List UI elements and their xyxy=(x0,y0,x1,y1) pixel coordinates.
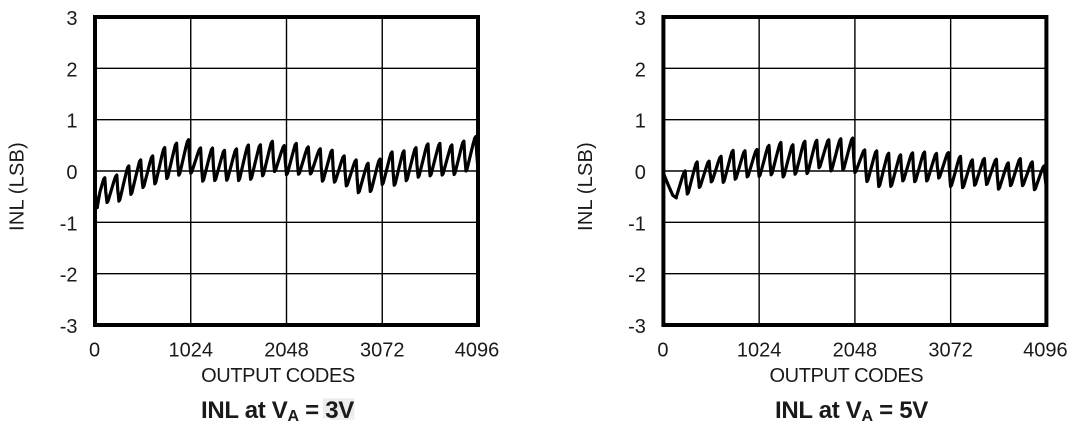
svg-text:3072: 3072 xyxy=(928,340,973,362)
svg-text:1: 1 xyxy=(635,111,646,133)
svg-text:INL (LSB): INL (LSB) xyxy=(575,142,597,231)
svg-text:3: 3 xyxy=(66,8,77,30)
svg-text:-1: -1 xyxy=(60,213,78,235)
svg-text:3: 3 xyxy=(635,8,646,30)
svg-text:0: 0 xyxy=(635,162,646,184)
svg-text:2: 2 xyxy=(66,59,77,81)
svg-text:-2: -2 xyxy=(60,265,78,287)
svg-text:1024: 1024 xyxy=(169,340,214,362)
svg-text:0: 0 xyxy=(657,340,668,362)
svg-text:-3: -3 xyxy=(60,316,78,338)
svg-text:0: 0 xyxy=(66,162,77,184)
svg-text:INL at VA = 5V: INL at VA = 5V xyxy=(775,397,928,425)
svg-text:3072: 3072 xyxy=(360,340,405,362)
svg-text:4096: 4096 xyxy=(1023,340,1068,362)
svg-text:OUTPUT CODES: OUTPUT CODES xyxy=(201,365,355,387)
svg-text:-2: -2 xyxy=(628,265,646,287)
svg-text:4096: 4096 xyxy=(455,340,500,362)
svg-text:2048: 2048 xyxy=(264,340,309,362)
svg-text:2: 2 xyxy=(635,59,646,81)
svg-text:1: 1 xyxy=(66,111,77,133)
svg-text:2048: 2048 xyxy=(833,340,878,362)
svg-text:INL at VA = 3V: INL at VA = 3V xyxy=(201,397,354,425)
svg-text:-3: -3 xyxy=(628,316,646,338)
svg-text:0: 0 xyxy=(89,340,100,362)
svg-text:OUTPUT CODES: OUTPUT CODES xyxy=(770,365,924,387)
svg-text:1024: 1024 xyxy=(737,340,782,362)
svg-text:-1: -1 xyxy=(628,213,646,235)
svg-text:INL (LSB): INL (LSB) xyxy=(7,142,29,231)
